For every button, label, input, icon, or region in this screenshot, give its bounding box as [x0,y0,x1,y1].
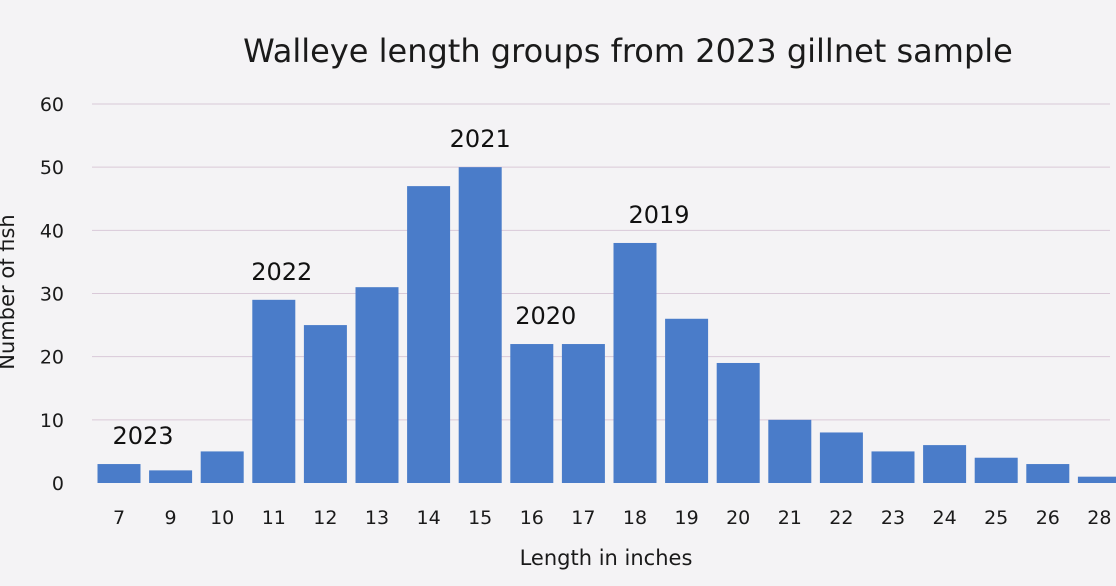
annotation-year: 2023 [112,422,173,450]
x-tick-label: 18 [623,507,647,529]
x-tick-label: 20 [726,507,750,529]
bar-9 [149,470,193,483]
x-axis-label: Length in inches [520,546,693,570]
annotation-year: 2021 [450,125,511,153]
bar-19 [665,318,709,483]
bar-24 [923,445,967,483]
bar-17 [561,344,605,483]
bar-11 [252,299,296,483]
x-tick-label: 21 [778,507,802,529]
y-tick-label: 30 [40,284,64,306]
x-tick-label: 16 [520,507,544,529]
x-tick-label: 15 [468,507,492,529]
x-tick-label: 12 [313,507,337,529]
x-axis-ticks: 7 9 10 11 12 13 14 15 16 17 18 19 20 21 22 23 24 25 26 28 [113,507,1112,529]
x-tick-label: 13 [365,507,389,529]
x-tick-label: 22 [829,507,853,529]
chart-title: Walleye length groups from 2023 gillnet … [243,32,1013,70]
y-axis-label: Number of fish [0,214,19,369]
bar-15 [458,167,502,483]
x-tick-label: 17 [571,507,595,529]
y-tick-label: 20 [40,347,64,369]
x-tick-label: 7 [113,507,125,529]
bars [97,167,1116,483]
x-tick-label: 25 [984,507,1008,529]
x-tick-label: 23 [881,507,905,529]
bar-26 [1026,464,1070,483]
bar-10 [200,451,244,483]
bar-23 [871,451,915,483]
x-tick-label: 24 [933,507,957,529]
annotation-year: 2019 [628,201,689,229]
y-axis-ticks: 0 10 20 30 40 50 60 [40,94,64,495]
x-tick-label: 14 [417,507,441,529]
bar-13 [355,287,399,483]
annotation-year: 2022 [251,258,312,286]
bar-14 [407,186,451,483]
y-tick-label: 0 [52,473,64,495]
x-tick-label: 9 [165,507,177,529]
bar-7 [97,464,141,483]
x-tick-label: 26 [1036,507,1060,529]
annotations: 2023 2022 2021 2020 2019 [112,125,689,450]
bar-21 [768,419,812,483]
x-tick-label: 10 [210,507,234,529]
bar-20 [716,362,760,483]
bar-16 [510,344,554,483]
y-tick-label: 10 [40,410,64,432]
y-tick-label: 50 [40,157,64,179]
bar-22 [819,432,863,483]
x-tick-label: 19 [675,507,699,529]
bar-18 [613,242,657,483]
annotation-year: 2020 [515,302,576,330]
bar-28 [1077,476,1116,483]
bar-25 [974,457,1018,483]
x-tick-label: 28 [1087,507,1111,529]
y-tick-label: 40 [40,220,64,242]
bar-12 [303,325,347,483]
x-tick-label: 11 [262,507,286,529]
y-tick-label: 60 [40,94,64,116]
